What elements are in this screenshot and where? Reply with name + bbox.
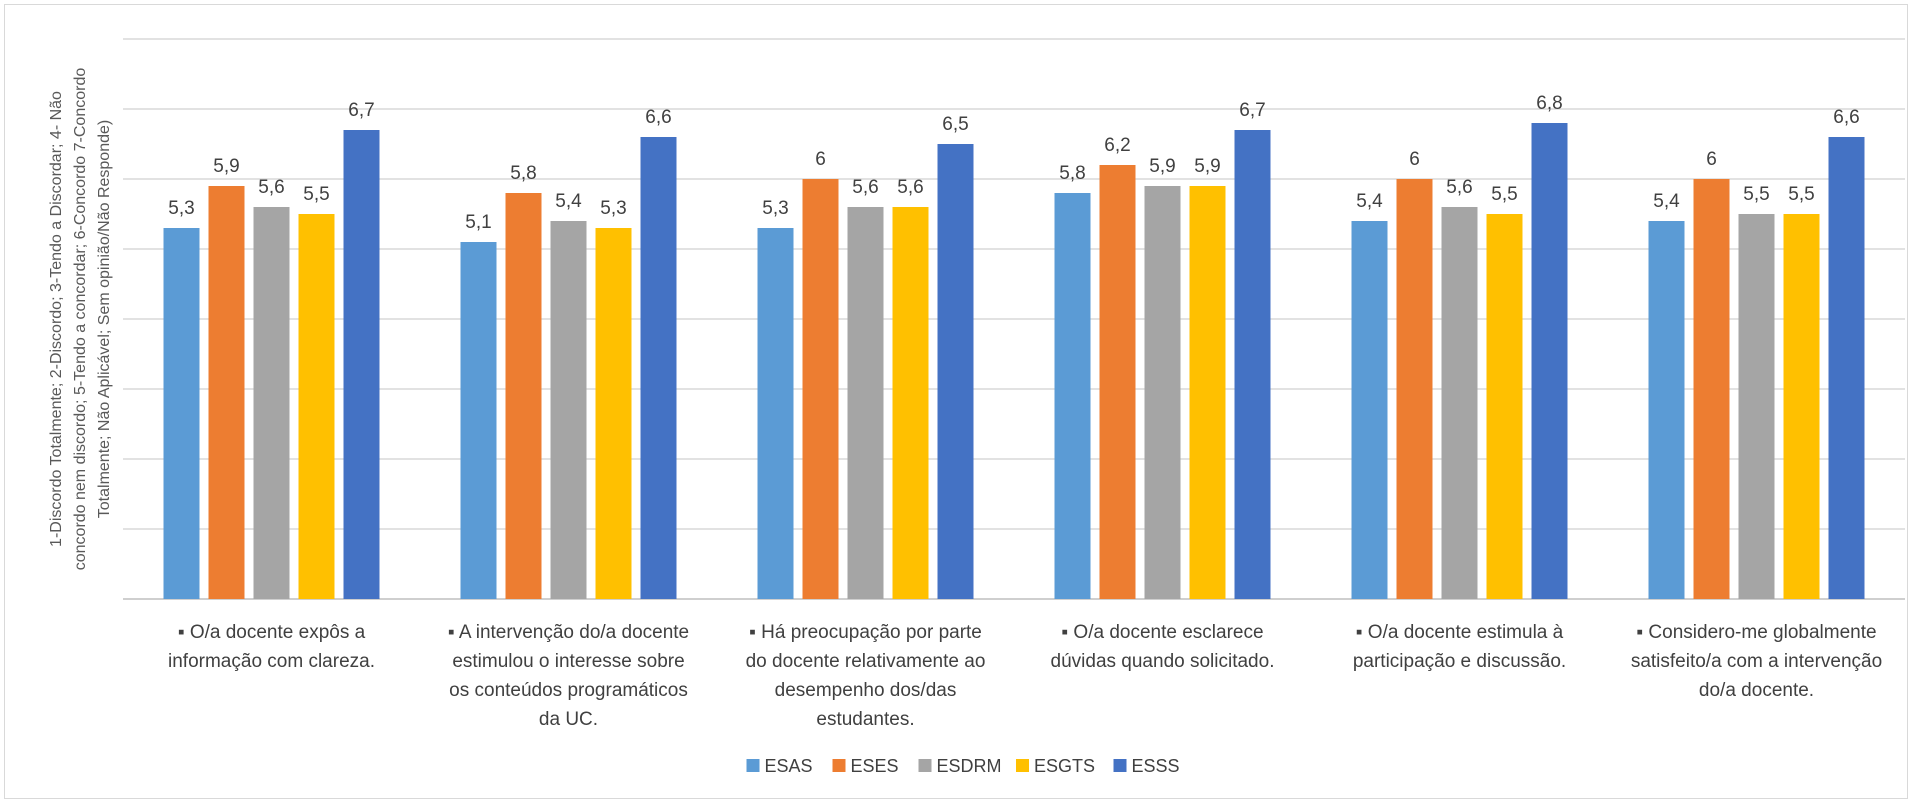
bar-esss [343, 130, 380, 599]
data-label: 6 [1706, 149, 1717, 170]
data-label: 5,4 [555, 191, 582, 212]
bar-esas [1648, 221, 1685, 599]
x-tick-label: ▪ O/a docente esclarece [1061, 622, 1263, 643]
data-label: 5,5 [1743, 184, 1769, 205]
x-tick-label: satisfeito/a com a intervenção [1631, 651, 1882, 672]
bar-esdrm [1441, 207, 1478, 599]
data-label: 5,5 [303, 184, 329, 205]
bar-esss [1234, 130, 1271, 599]
data-label: 6,5 [942, 114, 968, 135]
legend-swatch-eses [832, 759, 846, 772]
data-label: 5,6 [1446, 177, 1472, 198]
bar-esss [640, 137, 677, 599]
x-tick-label: ▪ Considero-me globalmente [1636, 622, 1876, 643]
x-axis-labels: ▪ O/a docente expôs a informação com clar… [168, 622, 1882, 730]
data-label: 5,5 [1788, 184, 1814, 205]
data-label: 5,9 [213, 156, 239, 177]
legend-label-esgts: ESGTS [1034, 756, 1095, 776]
legend-label-eses: ESES [851, 756, 899, 776]
bar-eses [802, 179, 839, 599]
x-tick-label: da UC. [539, 709, 598, 730]
bar-esdrm [1738, 214, 1775, 599]
bar-esss [1828, 137, 1865, 599]
bar-esdrm [847, 207, 884, 599]
data-label: 6,7 [1239, 100, 1265, 121]
legend-swatch-esdrm [918, 759, 932, 772]
bar-eses [208, 186, 245, 599]
bar-eses [1693, 179, 1730, 599]
bar-eses [1099, 165, 1136, 599]
data-label: 6,7 [348, 100, 374, 121]
bar-esgts [1486, 214, 1523, 599]
legend-swatch-esgts [1016, 759, 1029, 772]
bar-esas [460, 242, 497, 599]
data-label: 5,4 [1356, 191, 1383, 212]
data-label: 5,5 [1491, 184, 1517, 205]
chart-frame: 5,3 5,9 5,6 5,5 6,7 5,1 5,8 5,4 5,3 6,6 5,3 6 5,6 5,6… [4, 4, 1908, 799]
bar-esss [1531, 123, 1568, 599]
data-label: 5,4 [1653, 191, 1680, 212]
bar-esss [937, 144, 974, 599]
bar-esdrm [253, 207, 290, 599]
bar-esas [1351, 221, 1388, 599]
bars [163, 123, 1865, 599]
legend-swatch-esss [1113, 759, 1127, 772]
bar-chart: 5,3 5,9 5,6 5,5 6,7 5,1 5,8 5,4 5,3 6,6 5,3 6 5,6 5,6… [48, 38, 1905, 776]
data-label: 5,3 [168, 198, 194, 219]
legend-label-esss: ESSS [1132, 756, 1180, 776]
data-label: 6,6 [1833, 107, 1859, 128]
bar-esgts [1189, 186, 1226, 599]
data-label: 6 [815, 149, 826, 170]
y-axis-label-line: Totalmente; Não Aplicável; Sem opinião/N… [96, 120, 113, 518]
x-tick-label: ▪ Há preocupação por parte [749, 622, 982, 643]
x-tick-label: estudantes. [816, 709, 914, 730]
data-label: 5,8 [1059, 163, 1085, 184]
y-axis-label: 1-Discordo Totalmente; 2-Discordo; 3-Ten… [48, 68, 113, 571]
x-tick-label: do/a docente. [1699, 680, 1814, 701]
x-tick-label: ▪ O/a docente estimula à [1356, 622, 1564, 643]
legend-label-esas: ESAS [765, 756, 813, 776]
data-label: 5,6 [897, 177, 923, 198]
bar-esas [757, 228, 794, 599]
data-label: 5,9 [1194, 156, 1220, 177]
legend-swatch-esas [746, 759, 760, 772]
data-label: 5,1 [465, 212, 491, 233]
data-label: 5,6 [852, 177, 878, 198]
bar-esdrm [1144, 186, 1181, 599]
bar-esdrm [550, 221, 587, 599]
x-tick-label: desempenho dos/das [775, 680, 957, 701]
x-tick-label: dúvidas quando solicitado. [1051, 651, 1275, 672]
y-axis-label-line: concordo nem discordo; 5-Tendo a concord… [72, 68, 89, 571]
gridlines [123, 38, 1905, 600]
bar-esgts [298, 214, 335, 599]
bar-esgts [1783, 214, 1820, 599]
bar-eses [505, 193, 542, 599]
bar-esgts [892, 207, 929, 599]
data-label: 6,6 [645, 107, 671, 128]
x-tick-label: ▪ A intervenção do/a docente [448, 622, 689, 643]
bar-eses [1396, 179, 1433, 599]
x-tick-label: os conteúdos programáticos [449, 680, 688, 701]
legend-label-esdrm: ESDRM [937, 756, 1002, 776]
x-tick-label: ▪ O/a docente expôs a [178, 622, 366, 643]
data-label: 6 [1409, 149, 1420, 170]
y-axis-label-line: 1-Discordo Totalmente; 2-Discordo; 3-Ten… [48, 91, 65, 547]
x-tick-label: estimulou o interesse sobre [452, 651, 684, 672]
data-label: 5,8 [510, 163, 536, 184]
data-label: 5,9 [1149, 156, 1175, 177]
bar-esas [163, 228, 200, 599]
x-tick-label: participação e discussão. [1353, 651, 1566, 672]
data-label: 5,6 [258, 177, 284, 198]
bar-esgts [595, 228, 632, 599]
bar-esas [1054, 193, 1091, 599]
data-label: 6,8 [1536, 93, 1562, 114]
legend: ESAS ESES ESDRM ESGTS ESSS [746, 756, 1180, 776]
data-label: 5,3 [600, 198, 626, 219]
data-labels: 5,3 5,9 5,6 5,5 6,7 5,1 5,8 5,4 5,3 6,6 5,3 6 5,6 5,6… [168, 93, 1859, 233]
x-tick-label: do docente relativamente ao [746, 651, 986, 672]
data-label: 6,2 [1104, 135, 1130, 156]
data-label: 5,3 [762, 198, 788, 219]
x-tick-label: informação com clareza. [168, 651, 375, 672]
